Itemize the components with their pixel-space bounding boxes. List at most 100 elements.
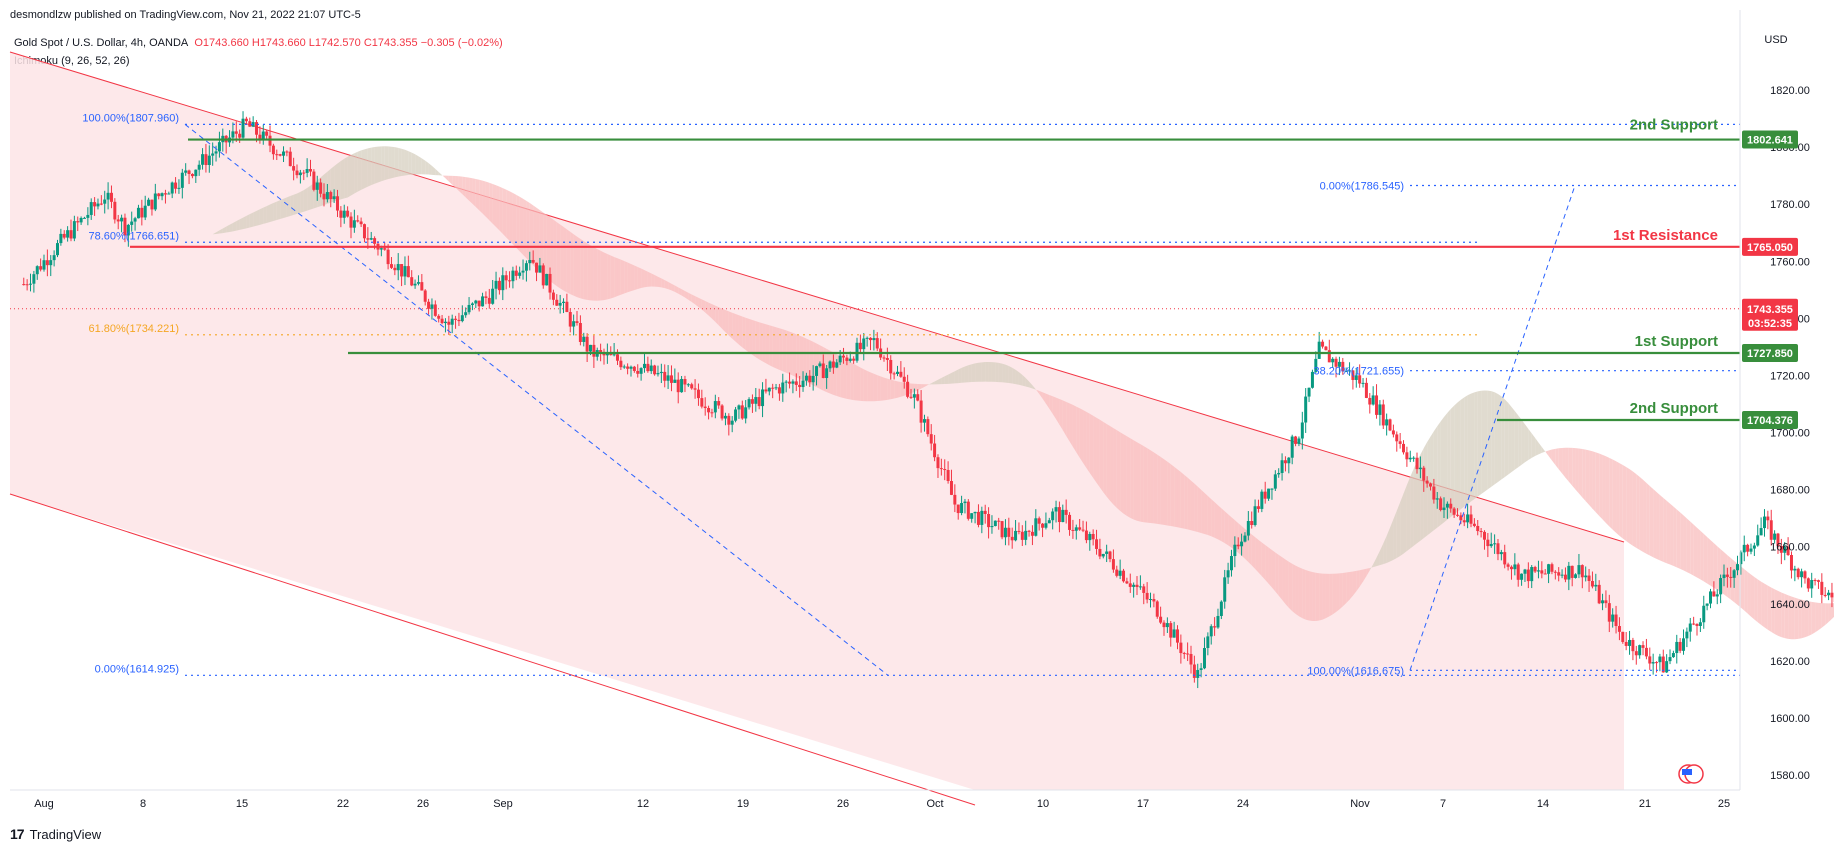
candle-body (440, 318, 444, 324)
cloud-segment (1110, 426, 1114, 505)
candle-body (501, 275, 505, 291)
cloud-segment (1804, 600, 1809, 638)
cloud-segment (1767, 585, 1772, 632)
candle-body (491, 288, 495, 304)
candle-body (693, 388, 697, 390)
candle-body (646, 363, 650, 372)
cloud-segment (624, 261, 628, 294)
candle-body (1159, 616, 1163, 623)
cloud-segment (914, 383, 918, 392)
cloud-segment (735, 314, 739, 345)
cloud-segment (1595, 452, 1600, 516)
candle-body (804, 375, 808, 381)
cloud-segment (684, 290, 689, 300)
candle-body (359, 221, 363, 225)
candle-body (437, 315, 441, 319)
cloud-segment (556, 222, 561, 289)
candle-body (548, 273, 552, 293)
candle-body (1034, 518, 1038, 536)
cloud-segment (968, 364, 972, 383)
candle-body (150, 199, 154, 210)
cloud-segment (1005, 364, 1009, 384)
candle-body (1095, 539, 1099, 549)
candle-body (497, 280, 501, 291)
candle-body (750, 399, 754, 404)
cloud-segment (472, 178, 476, 208)
candle-body (1678, 641, 1682, 651)
candle-body (1509, 566, 1513, 570)
cloud-segment (1710, 540, 1714, 588)
cloud-segment (1808, 601, 1812, 636)
candle-body (568, 312, 572, 327)
cloud-segment (458, 176, 463, 195)
cloud-segment (276, 200, 281, 221)
cloud-segment (1143, 446, 1148, 523)
candle-body (521, 270, 525, 273)
cloud-segment (1713, 543, 1718, 590)
candle-body (895, 371, 899, 374)
candle-body (59, 233, 63, 244)
price-chart[interactable]: 100.00%(1807.960) 78.60%(1766.651) 61.80%(… (0, 0, 1834, 820)
candle-body (720, 405, 724, 419)
candle-body (1415, 457, 1419, 470)
candle-body (835, 362, 839, 368)
cloud-segment (1538, 442, 1542, 455)
cloud-segment (1042, 392, 1046, 404)
candle-body (676, 379, 680, 393)
low-value: L1742.570 (308, 37, 361, 49)
candle-body (723, 415, 727, 419)
cloud-segment (421, 158, 426, 175)
candle-body (1182, 653, 1186, 655)
candle-body (538, 265, 542, 273)
cloud-segment (354, 151, 358, 194)
candle-body (1361, 382, 1365, 384)
currency-label: USD (1764, 34, 1787, 46)
candle-body (1128, 583, 1132, 587)
candle-body (1132, 584, 1136, 587)
y-tick-label: 1820.00 (1770, 85, 1810, 97)
cloud-segment (651, 273, 655, 287)
cloud-segment (536, 207, 540, 273)
candle-body (575, 321, 579, 324)
symbol-title[interactable]: Gold Spot / U.S. Dollar, 4h, OANDA (14, 37, 189, 49)
cloud-segment (1349, 571, 1353, 600)
candle-body (528, 259, 532, 264)
candle-body (889, 359, 893, 374)
cloud-segment (1680, 512, 1684, 571)
cloud-segment (1120, 432, 1124, 514)
candle-body (1533, 567, 1537, 572)
candle-body (366, 238, 370, 240)
candles (22, 111, 1834, 689)
cloud-segment (850, 361, 854, 401)
cloud-segment (1197, 486, 1202, 533)
cloud-segment (1150, 450, 1154, 524)
cloud-segment (1410, 468, 1414, 549)
cloud-segment (1123, 434, 1127, 516)
candle-body (457, 319, 461, 322)
cloud-segment (1029, 381, 1033, 389)
cloud-segment (1278, 554, 1283, 600)
cloud-segment (1703, 533, 1708, 584)
cloud-segment (1815, 602, 1819, 633)
cloud-segment (1609, 457, 1613, 530)
candle-body (1216, 615, 1220, 628)
candle-body (1574, 574, 1578, 578)
candle-body (1705, 603, 1709, 606)
candle-body (1334, 358, 1338, 367)
cloud-segment (1626, 467, 1630, 544)
cloud-segment (1177, 469, 1181, 528)
cloud-segment (924, 384, 928, 387)
candle-body (1698, 622, 1702, 626)
candle-body (589, 344, 593, 352)
cloud-segment (553, 219, 557, 287)
cloud-segment (1187, 477, 1191, 531)
candle-body (1587, 575, 1591, 581)
candle-body (214, 151, 218, 154)
x-tick-label: 17 (1137, 798, 1149, 810)
tradingview-brand[interactable]: 17 TradingView (10, 826, 101, 842)
cloud-segment (1271, 550, 1276, 592)
cloud-segment (614, 256, 618, 298)
cloud-segment (971, 363, 976, 383)
candle-body (1759, 528, 1763, 536)
candle-body (939, 468, 943, 470)
